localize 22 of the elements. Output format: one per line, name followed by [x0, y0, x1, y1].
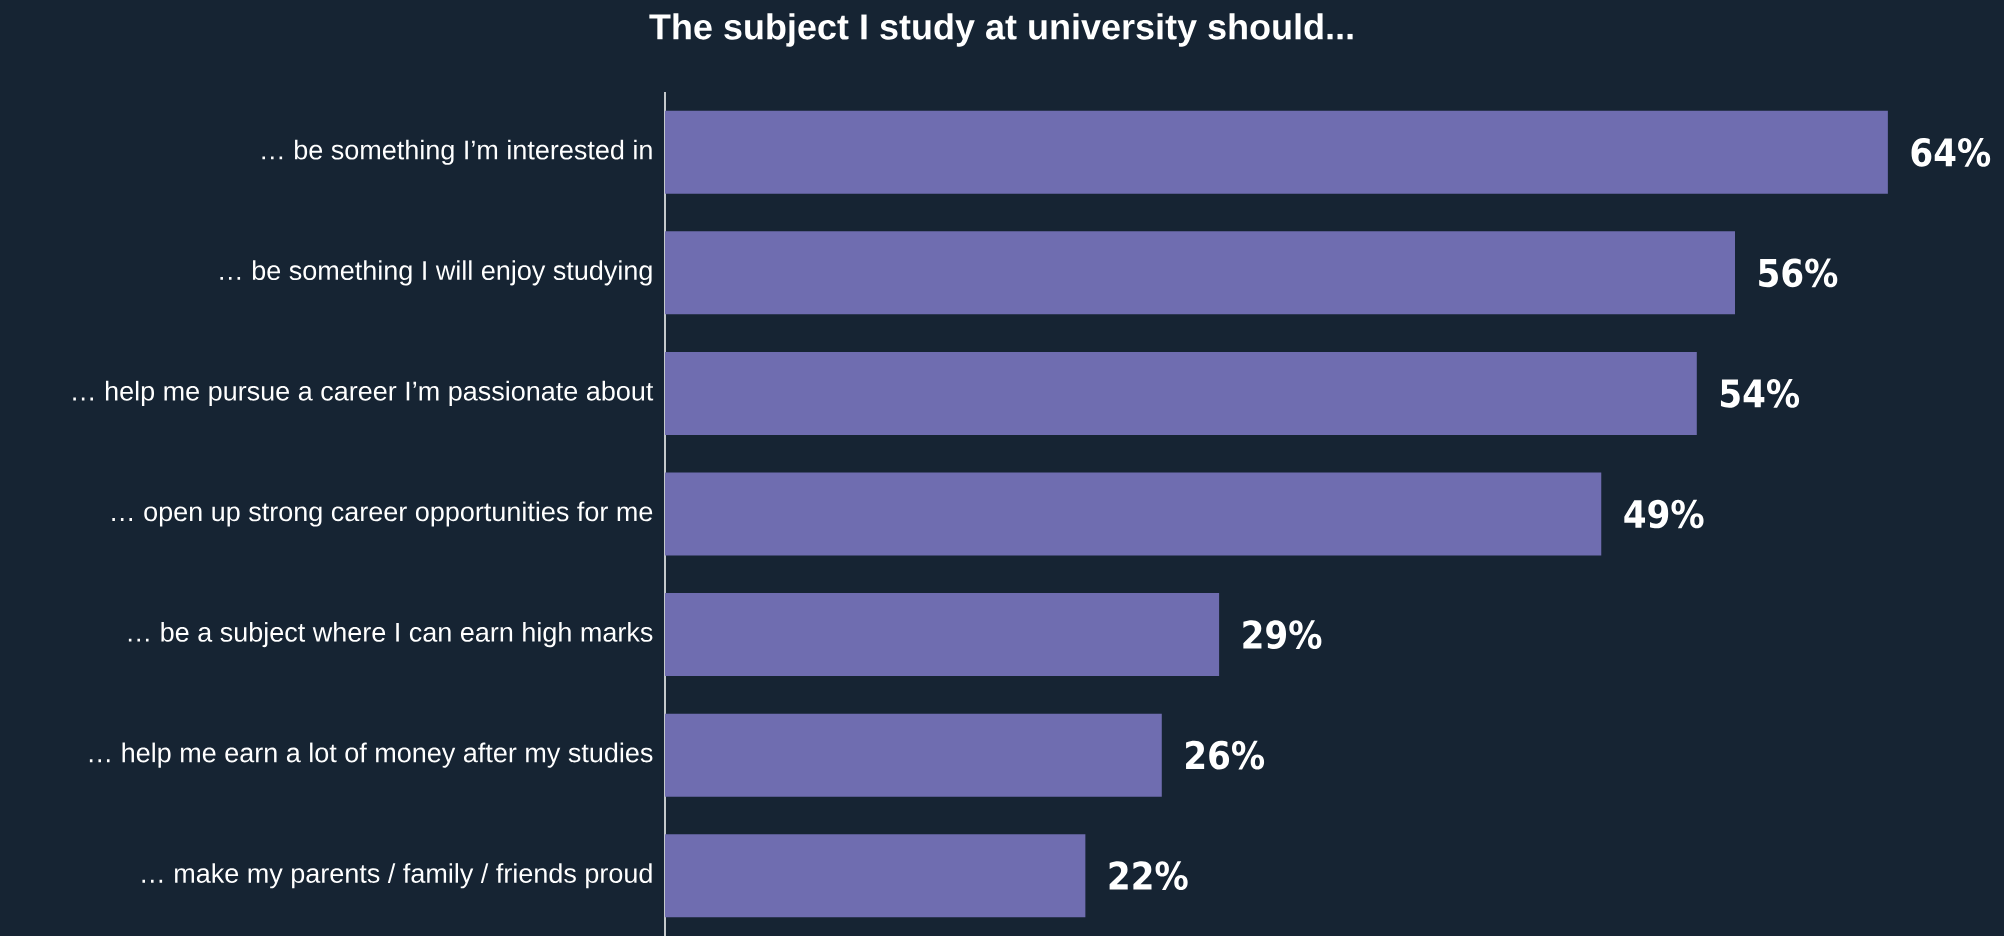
chart-title: The subject I study at university should...	[649, 13, 1353, 47]
data-label: 56%	[1759, 258, 1838, 288]
bar	[665, 352, 1697, 436]
bar	[665, 472, 1602, 556]
y-tick-label: … be something I’m interested in	[262, 139, 652, 165]
y-tick-label: … help me earn a lot of money after my studies	[89, 742, 653, 768]
bar	[665, 713, 1162, 797]
y-tick-label: … make my parents / family / friends proud	[142, 863, 652, 889]
data-label: 26%	[1186, 740, 1265, 770]
bar	[665, 231, 1736, 315]
data-label: 29%	[1243, 620, 1322, 650]
data-label: 22%	[1109, 861, 1188, 891]
data-label: 64%	[1911, 138, 1991, 167]
data-label: 49%	[1624, 499, 1704, 529]
bar	[665, 593, 1220, 677]
bar	[665, 834, 1086, 918]
y-tick-label: … open up strong career opportunities for me	[112, 501, 653, 527]
bar	[665, 110, 1888, 194]
y-tick-label: … help me pursue a career I’m passionate about	[73, 380, 654, 407]
y-tick-label: … be a subject where I can earn high marks	[128, 622, 653, 648]
data-label: 54%	[1720, 379, 1800, 408]
y-tick-label: … be something I will enjoy studying	[220, 260, 652, 286]
